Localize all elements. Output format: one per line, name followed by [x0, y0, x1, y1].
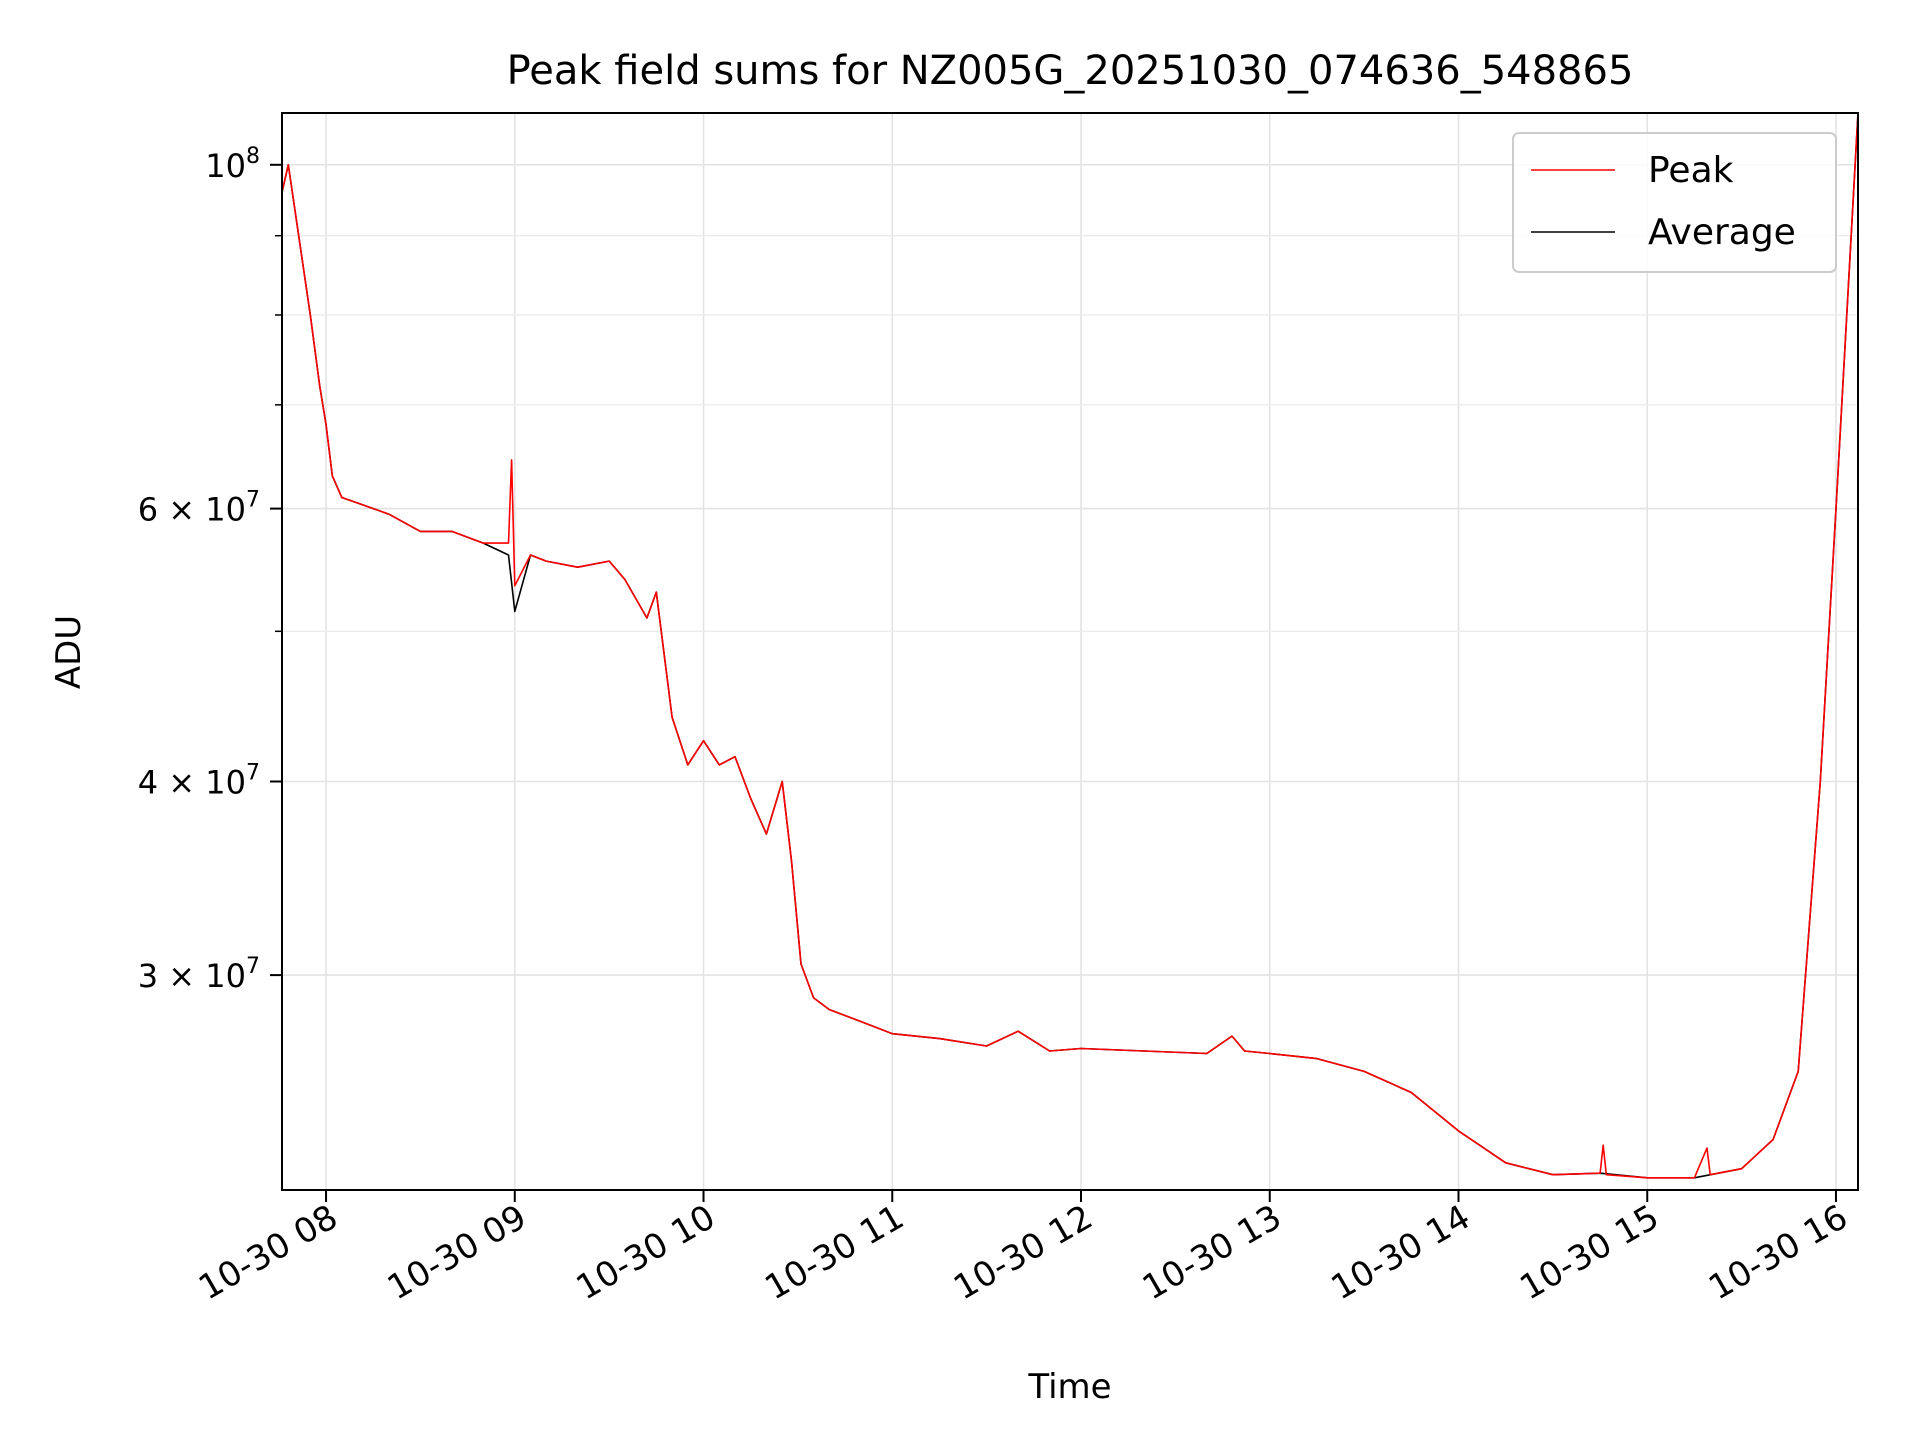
- legend-label-average: Average: [1648, 212, 1796, 253]
- legend: Peak Average: [1512, 132, 1837, 273]
- y-tick-label: 4 × 107: [138, 760, 260, 801]
- plot-frame: [281, 112, 1859, 1191]
- series-line-peak: [281, 112, 1859, 1179]
- series-layer: [281, 112, 1859, 1179]
- legend-box: [1512, 132, 1837, 273]
- y-tick-label: 6 × 107: [138, 488, 260, 529]
- y-axis-label: ADU: [49, 615, 89, 689]
- y-axis-ticks: 108 6 × 107 4 × 107 3 × 107: [138, 144, 282, 995]
- y-tick-label: 108: [205, 144, 260, 185]
- x-axis-label: Time: [1027, 1367, 1111, 1407]
- legend-label-peak: Peak: [1648, 150, 1734, 191]
- chart-title: Peak field sums for NZ005G_20251030_0746…: [507, 48, 1634, 94]
- y-tick-label: 3 × 107: [138, 954, 260, 995]
